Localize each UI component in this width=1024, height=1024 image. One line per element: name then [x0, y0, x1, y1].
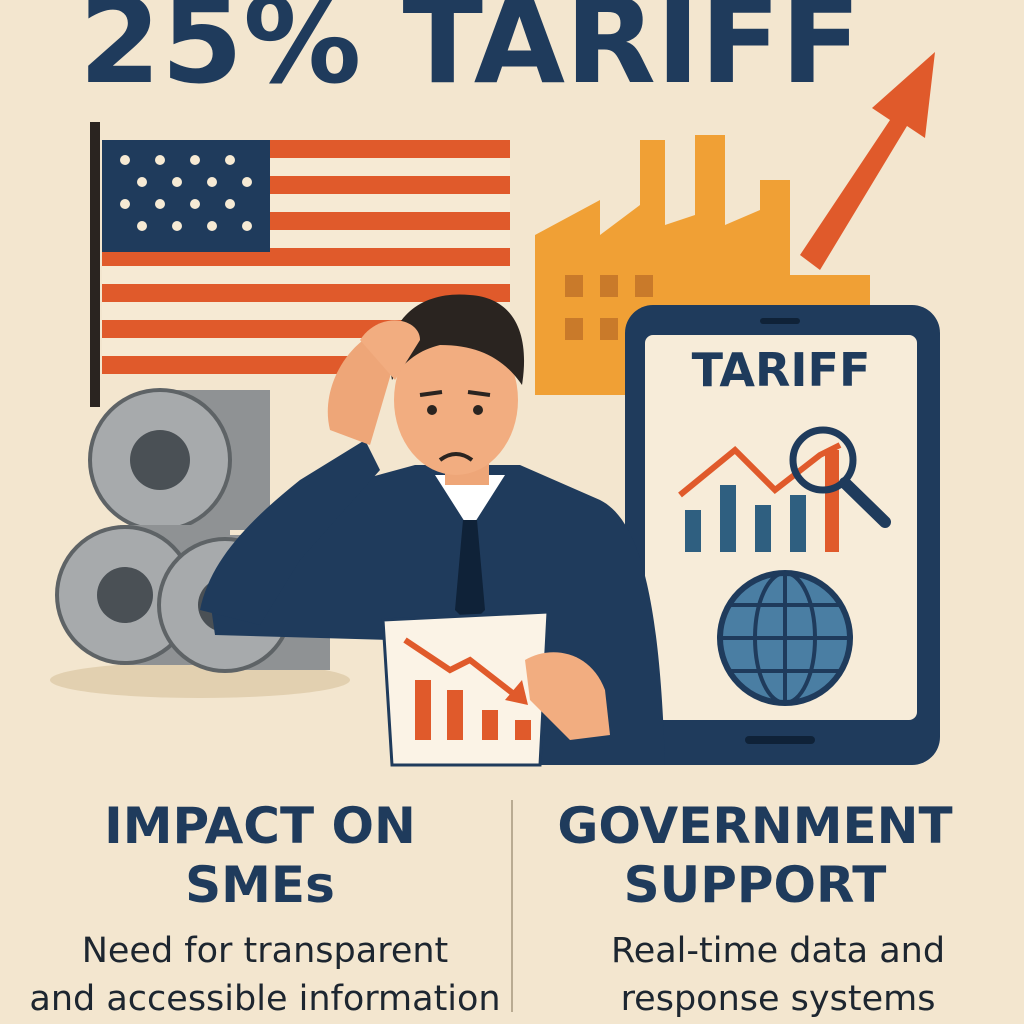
- us-flag-part: [120, 155, 252, 231]
- worried-man-part: [427, 405, 437, 415]
- worried-man-part-part: [515, 720, 531, 740]
- us-flag-part-part: [102, 356, 402, 374]
- panel-heading: SUPPORT: [624, 856, 887, 914]
- tablet-part: [760, 318, 800, 324]
- us-flag-part-part: [190, 155, 200, 165]
- panel-body: Real-time data and: [611, 931, 945, 971]
- us-flag-part-part: [207, 221, 217, 231]
- worried-man-part: [419, 390, 491, 397]
- panel-heading: GOVERNMENT: [557, 797, 952, 855]
- us-flag: [90, 122, 510, 407]
- tablet-part: [839, 477, 891, 528]
- us-flag-part-part: [155, 155, 165, 165]
- worried-man-part: [403, 637, 517, 698]
- worried-man-part-part: [482, 710, 498, 740]
- steel-coils-part: [130, 430, 190, 490]
- worried-man-part: [505, 680, 528, 705]
- us-flag-part-part: [242, 177, 252, 187]
- factory-part-part: [565, 275, 583, 297]
- panel-heading: SMEs: [185, 856, 335, 914]
- tablet-part-part: [790, 495, 806, 552]
- worried-man-part: [200, 440, 380, 625]
- us-flag-part-part: [137, 177, 147, 187]
- rising-arrow-part: [800, 52, 935, 270]
- tablet-part: [789, 426, 857, 494]
- tablet-part: [825, 450, 839, 552]
- us-flag-part-part: [172, 221, 182, 231]
- us-flag-part-part: [102, 284, 510, 302]
- worried-man-part: [415, 680, 531, 740]
- factory-part-part: [565, 318, 583, 340]
- panel-body: response systems: [621, 979, 936, 1019]
- rising-arrow: [800, 52, 935, 270]
- panel-body: Need for transparent: [82, 931, 449, 971]
- us-flag-part-part: [155, 199, 165, 209]
- tablet-part: [685, 485, 806, 552]
- us-flag-part-part: [190, 199, 200, 209]
- us-flag-part-part: [242, 221, 252, 231]
- tablet: TARIFF: [625, 305, 940, 765]
- tablet-part: [745, 736, 815, 744]
- worried-man-part: [473, 405, 483, 415]
- factory-part-part: [600, 318, 618, 340]
- us-flag-part-part: [120, 155, 130, 165]
- worried-man-part: [360, 320, 420, 380]
- us-flag-part-part: [137, 221, 147, 231]
- us-flag-part-part: [225, 155, 235, 165]
- worried-man: [200, 294, 665, 767]
- factory-part-part: [635, 275, 653, 297]
- us-flag-part-part: [120, 199, 130, 209]
- panel-heading: IMPACT ON: [104, 797, 416, 855]
- tablet-part-part: [755, 505, 771, 552]
- tablet-label: TARIFF: [692, 343, 871, 397]
- title: 25% TARIFF: [79, 0, 861, 110]
- tablet-part: [720, 571, 850, 705]
- worried-man-part-part: [415, 680, 431, 740]
- us-flag-part-part: [102, 266, 510, 284]
- steel-coils-part: [50, 662, 350, 698]
- us-flag-part-part: [172, 177, 182, 187]
- panel-body: and accessible information: [29, 979, 500, 1019]
- us-flag-part: [102, 140, 270, 252]
- steel-coils-part: [97, 567, 153, 623]
- tablet-part-part: [685, 510, 701, 552]
- worried-man-part: [438, 452, 474, 462]
- worried-man-part-part: [447, 690, 463, 740]
- tablet-part-part: [720, 485, 736, 552]
- worried-man-part: [525, 652, 610, 740]
- worried-man-part: [394, 325, 518, 475]
- us-flag-part-part: [225, 199, 235, 209]
- factory-part-part: [600, 275, 618, 297]
- us-flag-part: [90, 122, 100, 407]
- tablet-part: [678, 442, 842, 498]
- worried-man-part: [455, 520, 485, 625]
- us-flag-part-part: [207, 177, 217, 187]
- worried-man-part: [389, 294, 525, 385]
- worried-man-part: [435, 475, 505, 530]
- us-flag-part-part: [102, 248, 510, 266]
